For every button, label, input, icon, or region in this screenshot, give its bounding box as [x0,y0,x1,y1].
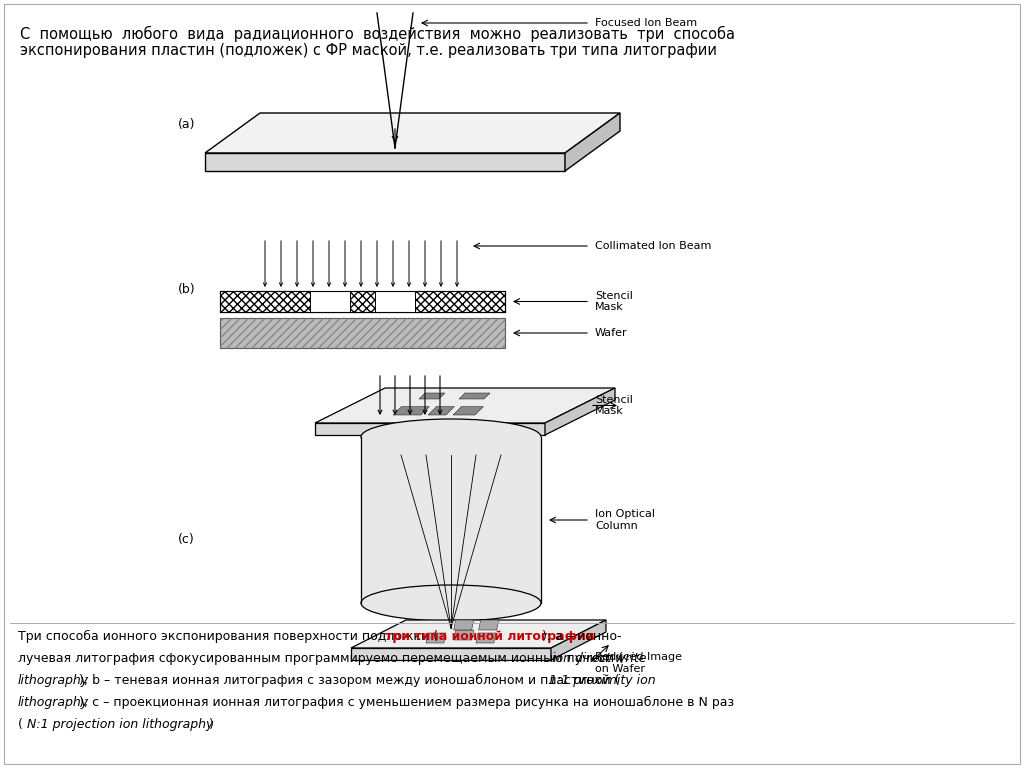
Text: ): a – ионно-: ): a – ионно- [542,630,622,643]
Text: Focused Ion Beam: Focused Ion Beam [595,18,697,28]
Text: ); b – теневая ионная литография с зазором между ионошаблоном и пластиной (: ); b – теневая ионная литография с зазор… [79,674,620,687]
Polygon shape [478,620,499,630]
Polygon shape [428,406,455,415]
Text: С  помощью  любого  вида  радиационного  воздействия  можно  реализовать  три  с: С помощью любого вида радиационного возд… [20,26,735,42]
Polygon shape [565,113,620,171]
Polygon shape [351,648,551,660]
Text: lithography: lithography [18,696,89,709]
Text: (b): (b) [178,283,196,296]
Text: (c): (c) [178,533,195,546]
Polygon shape [419,393,445,399]
Text: (a): (a) [178,118,196,131]
Polygon shape [315,423,545,435]
Polygon shape [205,113,620,153]
Text: Три способа ионного экспонирования поверхности подложки (: Три способа ионного экспонирования повер… [18,630,438,643]
Polygon shape [315,388,615,423]
Bar [220,318,505,348]
Text: ion direct write: ion direct write [552,652,646,665]
Polygon shape [351,620,606,648]
Bar [375,290,415,313]
Text: ); c – проекционная ионная литография с уменьшением размера рисунка на ионошабло: ); c – проекционная ионная литография с … [79,696,734,709]
Text: лучевая литография сфокусированным программируемо перемещаемым ионным пучком (: лучевая литография сфокусированным прогр… [18,652,624,665]
Polygon shape [454,620,474,630]
Text: lithography: lithography [18,674,89,687]
Ellipse shape [361,419,541,455]
Text: Collimated Ion Beam: Collimated Ion Beam [595,241,712,251]
Polygon shape [393,406,429,415]
Polygon shape [426,633,445,643]
Polygon shape [459,393,490,399]
Text: три типа ионной литографии: три типа ионной литографии [385,630,594,643]
Text: (: ( [18,718,23,731]
Polygon shape [205,153,565,171]
Bar [220,318,505,348]
Text: Wafer: Wafer [595,328,628,338]
Polygon shape [545,388,615,435]
Text: экспонирования пластин (подложек) с ФР маской, т.е. реализовать три типа литогра: экспонирования пластин (подложек) с ФР м… [20,43,717,58]
Bar [220,291,505,312]
Polygon shape [476,633,496,643]
Text: Stencil
Mask: Stencil Mask [595,291,633,313]
Ellipse shape [361,585,541,621]
Text: N:1 projection ion lithography: N:1 projection ion lithography [27,718,213,731]
Text: Reduced Image
on Wafer: Reduced Image on Wafer [595,652,682,674]
Text: Stencil
Mask: Stencil Mask [595,395,633,416]
Text: 1:1 proximity ion: 1:1 proximity ion [549,674,655,687]
Text: ): ) [209,718,214,731]
Polygon shape [454,630,474,640]
Bar [310,290,350,313]
Polygon shape [551,620,606,660]
Polygon shape [453,406,483,415]
Text: Ion Optical
Column: Ion Optical Column [595,509,655,531]
